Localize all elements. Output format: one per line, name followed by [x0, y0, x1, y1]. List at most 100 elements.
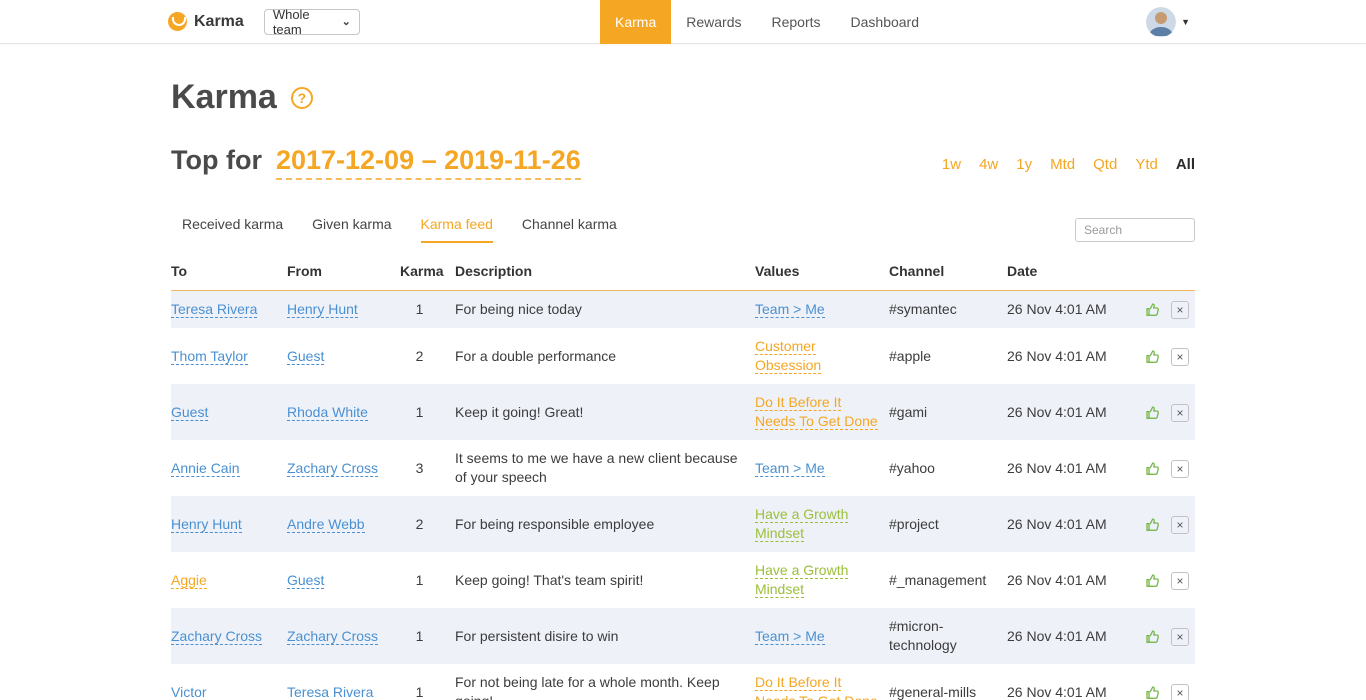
column-header-values: Values — [755, 253, 889, 291]
karma-description: It seems to me we have a new client beca… — [455, 450, 738, 486]
value-tag-link[interactable]: Team > Me — [755, 627, 825, 645]
table-row: Guest Rhoda White 1 Keep it going! Great… — [171, 384, 1195, 441]
user-avatar[interactable] — [1146, 6, 1177, 37]
karma-description: For being nice today — [455, 301, 582, 318]
caret-down-icon[interactable]: ▼ — [1181, 16, 1190, 27]
karma-logo-icon[interactable] — [168, 12, 187, 31]
thumbs-up-button[interactable] — [1145, 685, 1161, 700]
value-tag-link[interactable]: Customer Obsession — [755, 338, 822, 375]
tab-given-karma[interactable]: Given karma — [312, 216, 392, 232]
user-menu: ▼ — [1146, 6, 1190, 37]
column-header-from: From — [287, 253, 400, 291]
thumbs-up-button[interactable] — [1145, 405, 1161, 421]
from-user-link[interactable]: Andre Webb — [287, 515, 365, 533]
column-header-actions — [1129, 253, 1195, 291]
karma-date: 26 Nov 4:01 AM — [1007, 301, 1107, 318]
table-row: Zachary Cross Zachary Cross 1 For persis… — [171, 608, 1195, 665]
karma-description: For being responsible employee — [455, 515, 655, 532]
karma-description: Keep it going! Great! — [455, 403, 584, 420]
time-filter-all[interactable]: All — [1175, 156, 1195, 173]
karma-date: 26 Nov 4:01 AM — [1007, 683, 1107, 700]
nav-item-rewards[interactable]: Rewards — [686, 14, 742, 30]
from-user-link[interactable]: Teresa Rivera — [287, 683, 374, 700]
from-user-link[interactable]: Zachary Cross — [287, 627, 379, 645]
value-tag-link[interactable]: Team > Me — [755, 459, 825, 477]
tab-received-karma[interactable]: Received karma — [182, 216, 284, 232]
table-row: Thom Taylor Guest 2 For a double perform… — [171, 328, 1195, 384]
dismiss-button[interactable]: × — [1171, 347, 1189, 366]
thumbs-up-button[interactable] — [1145, 517, 1161, 533]
value-tag-link[interactable]: Have a Growth Mindset — [755, 506, 849, 543]
from-user-link[interactable]: Henry Hunt — [287, 301, 358, 319]
channel-name: #symantec — [889, 301, 957, 318]
karma-amount: 1 — [415, 683, 424, 700]
to-user-link[interactable]: Henry Hunt — [171, 515, 242, 533]
table-row: Henry Hunt Andre Webb 2 For being respon… — [171, 496, 1195, 553]
channel-name: #gami — [889, 403, 928, 420]
nav-item-karma[interactable]: Karma — [600, 0, 672, 44]
channel-name: #_management — [889, 571, 987, 588]
thumbs-up-button[interactable] — [1145, 302, 1161, 318]
column-header-to: To — [171, 253, 287, 291]
column-header-karma: Karma — [400, 253, 455, 291]
karma-date: 26 Nov 4:01 AM — [1007, 571, 1107, 588]
help-icon[interactable]: ? — [290, 86, 313, 109]
dismiss-button[interactable]: × — [1171, 515, 1189, 534]
thumbs-up-button[interactable] — [1145, 461, 1161, 477]
time-filter-qtd[interactable]: Qtd — [1093, 156, 1118, 173]
table-row: Teresa Rivera Henry Hunt 1 For being nic… — [171, 290, 1195, 329]
from-user-link[interactable]: Guest — [287, 571, 325, 589]
to-user-link[interactable]: Aggie — [171, 571, 207, 589]
to-user-link[interactable]: Thom Taylor — [171, 347, 248, 365]
column-header-date: Date — [1007, 253, 1129, 291]
value-tag-link[interactable]: Do It Before It Needs To Get Done — [755, 674, 878, 700]
date-range-link[interactable]: 2017-12-09 – 2019-11-26 — [275, 145, 581, 180]
thumbs-up-button[interactable] — [1145, 573, 1161, 589]
from-user-link[interactable]: Guest — [287, 347, 325, 365]
time-filter-1y[interactable]: 1y — [1016, 156, 1033, 173]
to-user-link[interactable]: Guest — [171, 403, 209, 421]
channel-name: #general-mills — [889, 683, 977, 700]
to-user-link[interactable]: Annie Cain — [171, 459, 240, 477]
search-input[interactable] — [1075, 217, 1195, 242]
dismiss-button[interactable]: × — [1171, 403, 1189, 422]
tab-karma-feed[interactable]: Karma feed — [420, 216, 493, 243]
dismiss-button[interactable]: × — [1171, 301, 1189, 320]
karma-feed-table: To From Karma Description Values Channel Date … — [171, 253, 1195, 700]
time-filter-mtd[interactable]: Mtd — [1050, 156, 1076, 173]
karma-description: Keep going! That's team spirit! — [455, 571, 644, 588]
karma-description: For persistent disire to win — [455, 627, 619, 644]
channel-name: #yahoo — [889, 459, 935, 476]
to-user-link[interactable]: Zachary Cross — [171, 627, 263, 645]
brand-name[interactable]: Karma — [194, 12, 244, 30]
thumbs-up-button[interactable] — [1145, 629, 1161, 645]
karma-amount: 1 — [415, 301, 424, 318]
value-tag-link[interactable]: Do It Before It Needs To Get Done — [755, 394, 878, 431]
nav-item-reports[interactable]: Reports — [771, 14, 821, 30]
dismiss-button[interactable]: × — [1171, 627, 1189, 646]
time-filter-1w[interactable]: 1w — [941, 156, 962, 173]
dismiss-button[interactable]: × — [1171, 459, 1189, 478]
thumbs-up-button[interactable] — [1145, 349, 1161, 365]
karma-amount: 1 — [415, 571, 424, 588]
value-tag-link[interactable]: Team > Me — [755, 301, 825, 319]
table-row: Annie Cain Zachary Cross 3 It seems to m… — [171, 440, 1195, 496]
dismiss-button[interactable]: × — [1171, 683, 1189, 700]
main-content: Karma ? Top for 2017-12-09 – 2019-11-26 … — [171, 78, 1195, 700]
tab-channel-karma[interactable]: Channel karma — [521, 216, 617, 232]
from-user-link[interactable]: Zachary Cross — [287, 459, 379, 477]
time-filter-ytd[interactable]: Ytd — [1135, 156, 1158, 173]
time-filter-4w[interactable]: 4w — [979, 156, 999, 173]
from-user-link[interactable]: Rhoda White — [287, 403, 368, 421]
main-nav: Karma Rewards Reports Dashboard — [600, 0, 934, 44]
karma-amount: 1 — [415, 403, 424, 420]
column-header-channel: Channel — [889, 253, 1007, 291]
value-tag-link[interactable]: Have a Growth Mindset — [755, 562, 849, 599]
team-select[interactable]: Whole team ⌄ — [263, 7, 360, 37]
karma-date: 26 Nov 4:01 AM — [1007, 347, 1107, 364]
dismiss-button[interactable]: × — [1171, 571, 1189, 590]
to-user-link[interactable]: Victor — [171, 683, 207, 700]
channel-name: #micron-technology — [889, 618, 957, 654]
to-user-link[interactable]: Teresa Rivera — [171, 301, 258, 319]
nav-item-dashboard[interactable]: Dashboard — [850, 14, 920, 30]
